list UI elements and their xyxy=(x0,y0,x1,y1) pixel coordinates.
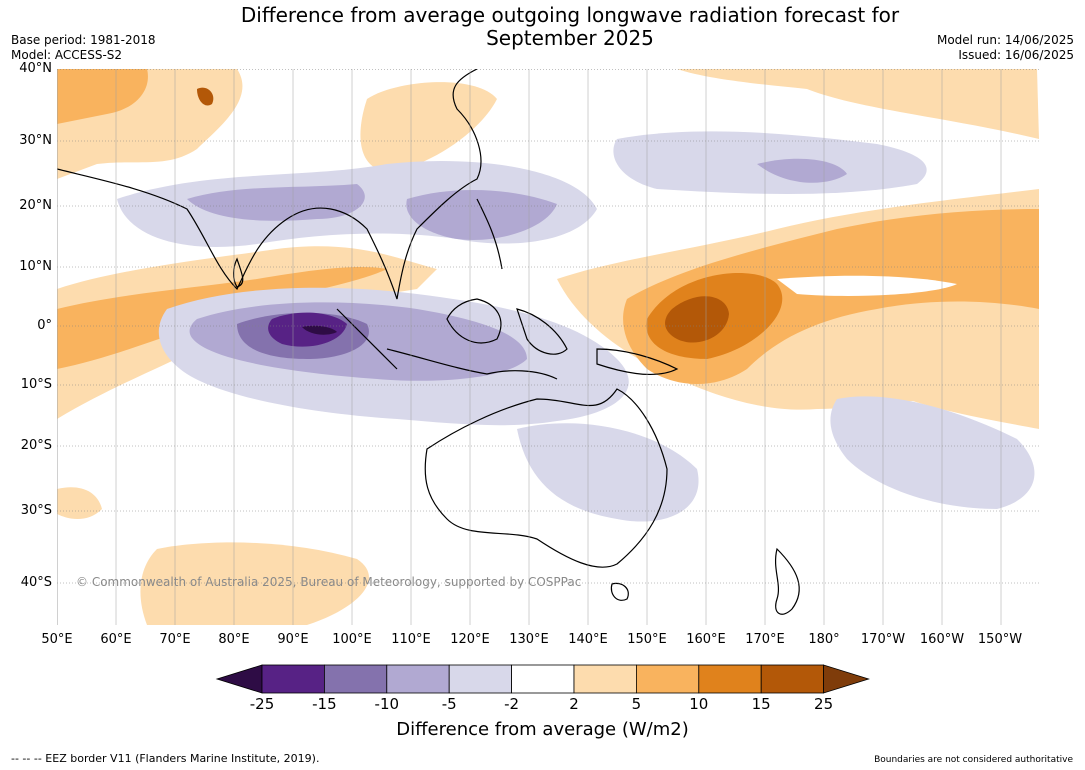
map-canvas xyxy=(57,69,1039,625)
colorbar-tick-label: 10 xyxy=(689,695,709,713)
disclaimer: Boundaries are not considered authoritat… xyxy=(874,755,1073,765)
lat-label-10s: 10°S xyxy=(20,377,52,392)
meta-right: Model run: 14/06/2025 Issued: 16/06/2025 xyxy=(937,33,1074,63)
colorbar-tick-label: -25 xyxy=(249,695,275,713)
colorbar-tick-label: -2 xyxy=(504,695,520,713)
colorbar-bin xyxy=(323,664,388,694)
colorbar-bin xyxy=(760,664,825,694)
model-name: Model: ACCESS-S2 xyxy=(11,48,123,62)
lat-label-20s: 20°S xyxy=(20,438,52,453)
lon-label: 50°E xyxy=(41,632,73,647)
lon-label: 140°E xyxy=(568,632,608,647)
lat-label-10n: 10°N xyxy=(19,259,52,274)
lon-label: 80°E xyxy=(218,632,250,647)
lon-label: 70°E xyxy=(159,632,191,647)
lat-label-30n: 30°N xyxy=(19,133,52,148)
colorbar-tick-labels: -25 -15 -10 -5 -2 2 5 10 15 25 xyxy=(0,695,1085,715)
lon-label: 150°W xyxy=(977,632,1023,647)
copyright-note: © Commonwealth of Australia 2025, Bureau… xyxy=(76,575,582,589)
map-title: Difference from average outgoing longwav… xyxy=(140,4,1000,50)
lon-label: 90°E xyxy=(277,632,309,647)
lat-label-20n: 20°N xyxy=(19,198,52,213)
lon-label: 160°W xyxy=(919,632,965,647)
title-line-2: September 2025 xyxy=(486,26,654,50)
colorbar-bin xyxy=(386,664,450,694)
colorbar-tick-label: 25 xyxy=(814,695,834,713)
colorbar xyxy=(215,664,870,694)
base-period: Base period: 1981-2018 xyxy=(11,33,156,47)
colorbar-tick-label: 2 xyxy=(569,695,579,713)
lon-label: 130°E xyxy=(509,632,549,647)
colorbar-tick-label: -5 xyxy=(441,695,457,713)
model-run: Model run: 14/06/2025 xyxy=(936,33,1074,47)
lat-label-40n: 40°N xyxy=(19,61,52,76)
colorbar-extend-high xyxy=(823,664,870,694)
lon-label: 160°E xyxy=(686,632,726,647)
title-line-1: Difference from average outgoing longwav… xyxy=(240,3,900,27)
lon-label: 150°E xyxy=(627,632,667,647)
colorbar-bin xyxy=(261,664,325,694)
colorbar-bin xyxy=(698,664,762,694)
meta-left: Base period: 1981-2018 Model: ACCESS-S2 xyxy=(11,33,156,63)
negative-anomalies xyxy=(117,131,1035,522)
colorbar-extend-low xyxy=(215,664,263,694)
colorbar-bin xyxy=(448,664,513,694)
lon-label: 110°E xyxy=(391,632,431,647)
colorbar-bin xyxy=(511,664,575,694)
lat-label-40s: 40°S xyxy=(20,575,52,590)
lon-label: 100°E xyxy=(332,632,372,647)
lat-label-30s: 30°S xyxy=(20,503,52,518)
eez-legend: -- -- -- EEZ border V11 (Flanders Marine… xyxy=(11,752,320,765)
lon-label: 180° xyxy=(808,632,840,647)
coastlines xyxy=(57,69,800,615)
lon-label: 170°E xyxy=(745,632,785,647)
issued-date: Issued: 16/06/2025 xyxy=(958,48,1074,62)
colorbar-title: Difference from average (W/m2) xyxy=(396,719,689,740)
colorbar-bin xyxy=(636,664,700,694)
colorbar-bin xyxy=(573,664,637,694)
colorbar-tick-label: -15 xyxy=(312,695,337,713)
colorbar-tick-label: -10 xyxy=(374,695,400,713)
lat-label-0: 0° xyxy=(37,318,52,333)
colorbar-tick-label: 5 xyxy=(631,695,642,713)
lon-label: 170°W xyxy=(860,632,906,647)
lon-label: 60°E xyxy=(100,632,132,647)
lon-label: 120°E xyxy=(450,632,490,647)
meridians xyxy=(57,69,1002,625)
colorbar-tick-label: 15 xyxy=(751,695,771,713)
